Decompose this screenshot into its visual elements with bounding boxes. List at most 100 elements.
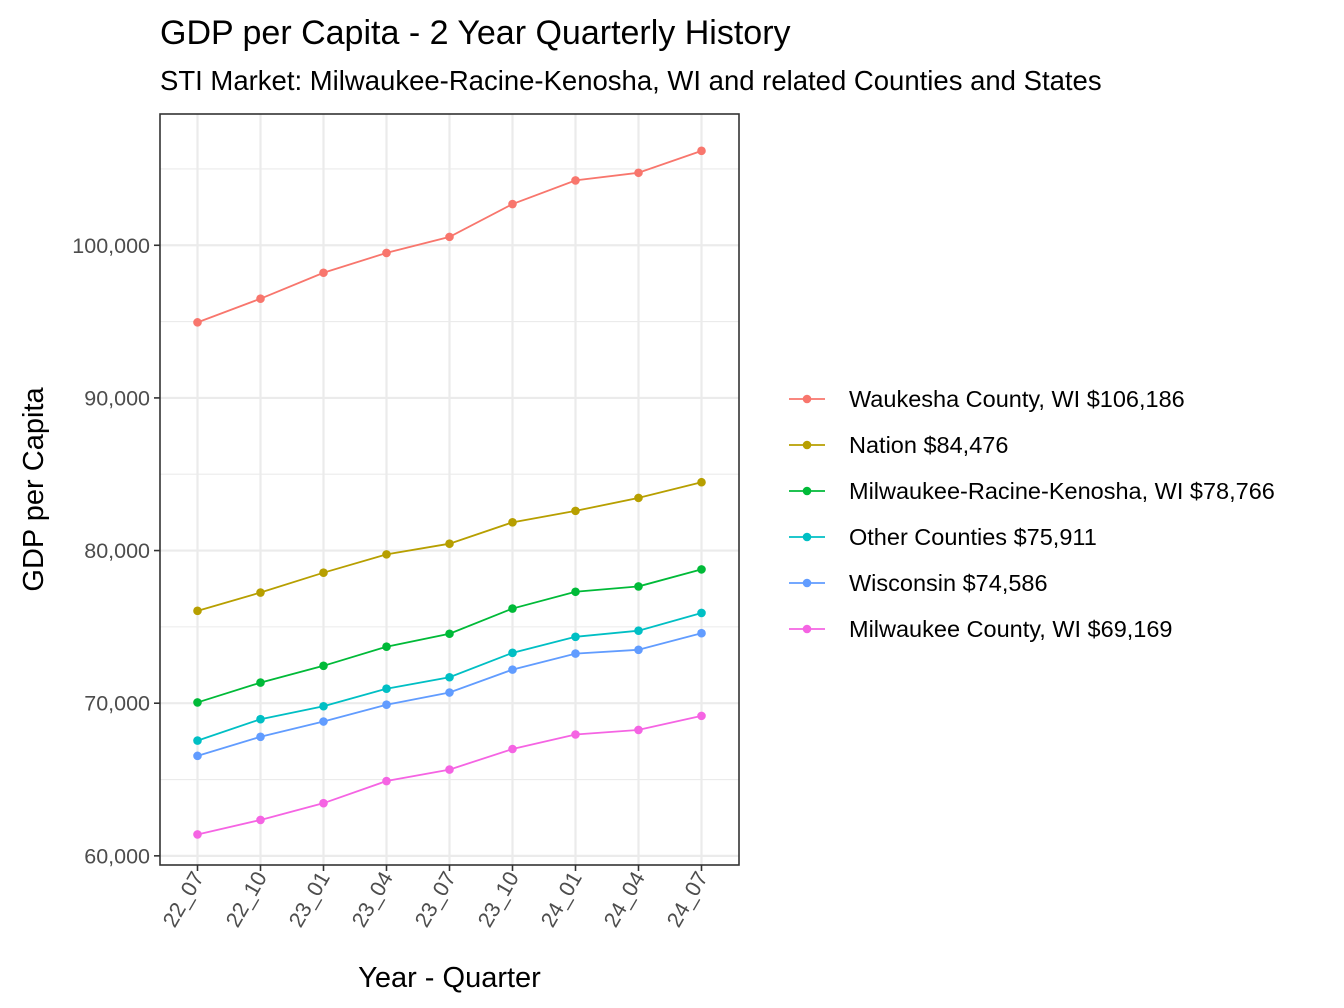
- legend-label: Waukesha County, WI $106,186: [849, 386, 1185, 412]
- data-point: [571, 587, 580, 597]
- data-point: [571, 176, 580, 185]
- data-point: [319, 661, 328, 671]
- legend: Waukesha County, WI $106,186 Nation $84,4…: [789, 386, 1275, 642]
- data-point: [382, 642, 391, 652]
- data-point: [256, 732, 265, 742]
- y-tick-label: 90,000: [84, 386, 150, 410]
- legend-key-point: [802, 624, 812, 634]
- data-point: [634, 168, 643, 178]
- data-point: [634, 626, 643, 635]
- data-point: [319, 268, 328, 278]
- data-point: [634, 493, 643, 503]
- data-point: [445, 672, 454, 682]
- legend-key-point: [802, 532, 812, 542]
- data-point: [382, 684, 391, 693]
- data-point: [193, 318, 202, 327]
- data-point: [319, 798, 328, 808]
- data-point: [193, 830, 202, 839]
- x-axis-title: Year - Quarter: [358, 962, 541, 994]
- legend-key-point: [802, 486, 812, 496]
- data-point: [193, 698, 202, 707]
- chart-subtitle: STI Market: Milwaukee-Racine-Kenosha, WI…: [160, 65, 1102, 96]
- data-point: [445, 688, 454, 697]
- data-point: [571, 649, 580, 658]
- y-tick-label: 80,000: [84, 539, 150, 563]
- data-point: [319, 701, 328, 711]
- legend-label: Wisconsin $74,586: [849, 570, 1048, 596]
- data-point: [571, 632, 580, 642]
- data-point: [256, 815, 265, 825]
- data-point: [256, 294, 265, 303]
- series-5: [193, 711, 706, 839]
- data-point: [445, 629, 454, 639]
- data-point: [634, 582, 643, 591]
- data-point: [193, 606, 202, 616]
- y-axis-title: GDP per Capita: [18, 387, 50, 592]
- data-point: [508, 199, 517, 209]
- y-tick-label: 100,000: [72, 234, 150, 258]
- data-point: [382, 248, 391, 258]
- series-1: [193, 477, 706, 616]
- data-point: [508, 518, 517, 527]
- data-point: [697, 565, 706, 574]
- series-0: [193, 146, 706, 327]
- legend-item: Milwaukee County, WI $69,169: [789, 616, 1173, 642]
- legend-item: Milwaukee-Racine-Kenosha, WI $78,766: [789, 478, 1275, 504]
- x-tick-label: 23_10: [473, 867, 524, 931]
- data-point: [445, 765, 454, 774]
- series-3: [193, 608, 706, 745]
- data-point: [634, 645, 643, 655]
- data-point: [319, 717, 328, 726]
- x-tick-label: 23_07: [410, 868, 461, 932]
- legend-label: Other Counties $75,911: [849, 524, 1097, 550]
- x-tick-label: 23_04: [347, 867, 398, 931]
- data-point: [697, 628, 706, 638]
- data-point: [508, 744, 517, 754]
- legend-item: Waukesha County, WI $106,186: [789, 386, 1185, 412]
- series-layer: [193, 146, 706, 839]
- x-tick-label: 24_04: [599, 867, 650, 931]
- data-point: [382, 550, 391, 559]
- x-tick-label: 22_10: [221, 867, 272, 931]
- x-tick-label: 24_07: [662, 868, 713, 932]
- data-point: [445, 539, 454, 548]
- data-point: [571, 730, 580, 739]
- x-tick-label: 24_01: [536, 868, 587, 932]
- legend-item: Nation $84,476: [789, 432, 1008, 458]
- data-point: [382, 776, 391, 786]
- data-point: [445, 232, 454, 242]
- data-point: [697, 477, 706, 487]
- y-tick-label: 70,000: [84, 692, 150, 716]
- x-tick-label: 23_01: [284, 868, 335, 932]
- legend-key-point: [802, 440, 812, 450]
- chart-title: GDP per Capita - 2 Year Quarterly Histor…: [160, 14, 791, 52]
- series-2: [193, 565, 706, 707]
- data-point: [508, 648, 517, 658]
- x-tick-label: 22_07: [158, 868, 209, 932]
- legend-key-point: [802, 578, 812, 588]
- data-point: [508, 604, 517, 613]
- data-point: [508, 665, 517, 674]
- data-point: [697, 711, 706, 721]
- data-point: [697, 608, 706, 618]
- y-tick-label: 60,000: [84, 844, 150, 868]
- data-point: [697, 146, 706, 156]
- data-point: [256, 588, 265, 597]
- legend-label: Milwaukee-Racine-Kenosha, WI $78,766: [849, 478, 1275, 504]
- data-point: [571, 506, 580, 516]
- series-4: [193, 628, 706, 761]
- data-point: [319, 568, 328, 577]
- data-point: [256, 714, 265, 724]
- legend-key-point: [802, 394, 812, 404]
- data-point: [256, 678, 265, 687]
- data-point: [193, 751, 202, 761]
- data-point: [634, 725, 643, 735]
- legend-item: Other Counties $75,911: [789, 524, 1097, 550]
- legend-label: Nation $84,476: [849, 432, 1008, 458]
- legend-item: Wisconsin $74,586: [789, 570, 1048, 596]
- data-point: [382, 700, 391, 710]
- legend-label: Milwaukee County, WI $69,169: [849, 616, 1173, 642]
- data-point: [193, 736, 202, 745]
